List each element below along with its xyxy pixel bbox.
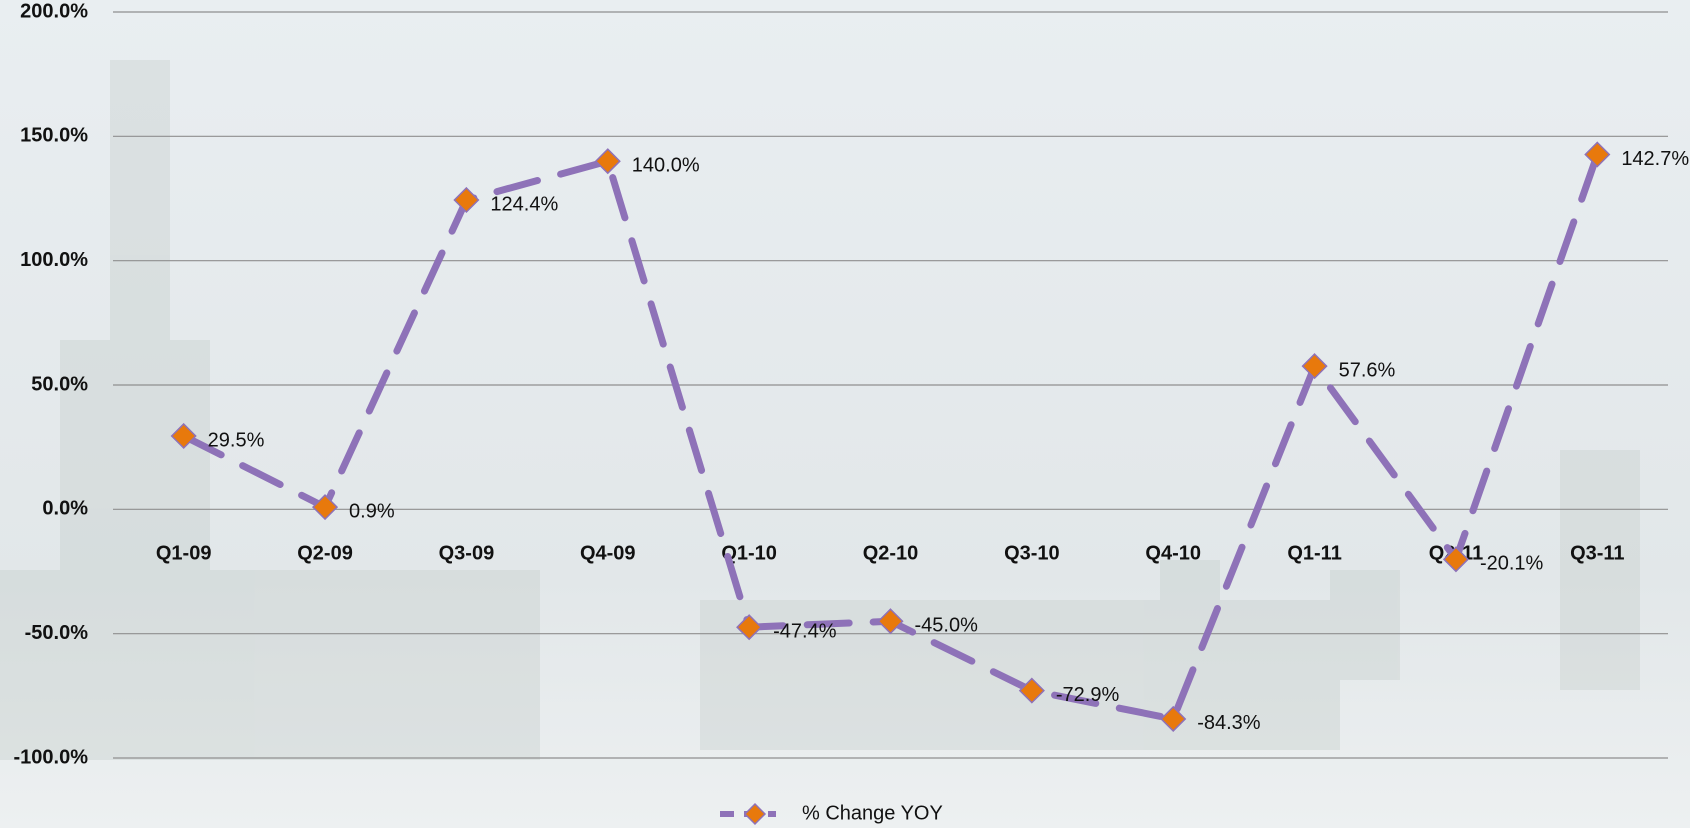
x-tick-label: Q1-09 [156,543,212,565]
y-tick-label: -100.0% [14,746,89,768]
data-label: 29.5% [208,429,265,451]
data-label: -45.0% [915,615,979,637]
x-tick-label: Q3-09 [439,543,495,565]
data-label: 0.9% [349,500,395,522]
x-tick-label: Q3-11 [1570,543,1624,565]
data-label: 140.0% [632,154,700,176]
chart: -100.0% -50.0% 0.0% 50.0% 100.0% 150.0% 200.0%… [0,0,1690,828]
x-tick-label: Q2-10 [863,543,919,565]
x-tick-label: Q2-09 [297,543,353,565]
y-tick-label: 150.0% [20,125,88,147]
x-tick-label: Q4-10 [1145,543,1201,565]
y-tick-label: 100.0% [20,249,88,271]
data-label: 142.7% [1621,148,1689,170]
y-tick-label: 200.0% [20,0,88,22]
legend-label: % Change YOY [802,802,943,824]
data-label: -47.4% [773,620,837,642]
y-tick-label: -50.0% [25,622,89,644]
data-label: -20.1% [1480,553,1544,575]
data-label: 124.4% [490,193,558,215]
x-tick-label: Q3-10 [1004,543,1060,565]
y-tick-label: 50.0% [31,373,88,395]
data-label: -84.3% [1197,712,1261,734]
data-label: 57.6% [1339,359,1396,381]
data-label: -72.9% [1056,684,1120,706]
y-tick-label: 0.0% [42,498,88,520]
x-tick-label: Q4-09 [580,543,636,565]
x-tick-label: Q1-11 [1287,543,1341,565]
